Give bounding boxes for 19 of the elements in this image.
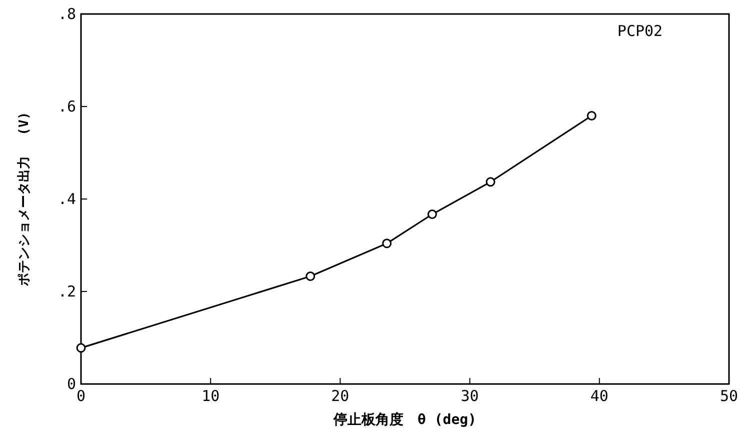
x-tick-label: 50 (720, 387, 738, 405)
y-tick-label: .2 (58, 282, 76, 300)
y-axis-title: ポテンショメータ出力 (V) (17, 112, 32, 288)
x-tick-label: 40 (590, 387, 608, 405)
x-tick-label: 20 (331, 387, 350, 405)
y-tick-label: .4 (58, 190, 76, 208)
y-tick-label: 0 (66, 375, 76, 393)
y-tick-label: .6 (58, 98, 76, 116)
point (76, 343, 86, 353)
x-axis-title: 停止板角度 θ (deg) (332, 411, 477, 428)
point (427, 210, 437, 220)
x-tick-label: 10 (202, 387, 220, 405)
point (382, 238, 392, 248)
x-tick-label: 30 (460, 387, 479, 405)
annotation: PCP02 (617, 22, 663, 40)
point (586, 111, 596, 120)
point (306, 271, 316, 281)
y-tick-label: .8 (58, 5, 76, 23)
point (486, 177, 496, 187)
